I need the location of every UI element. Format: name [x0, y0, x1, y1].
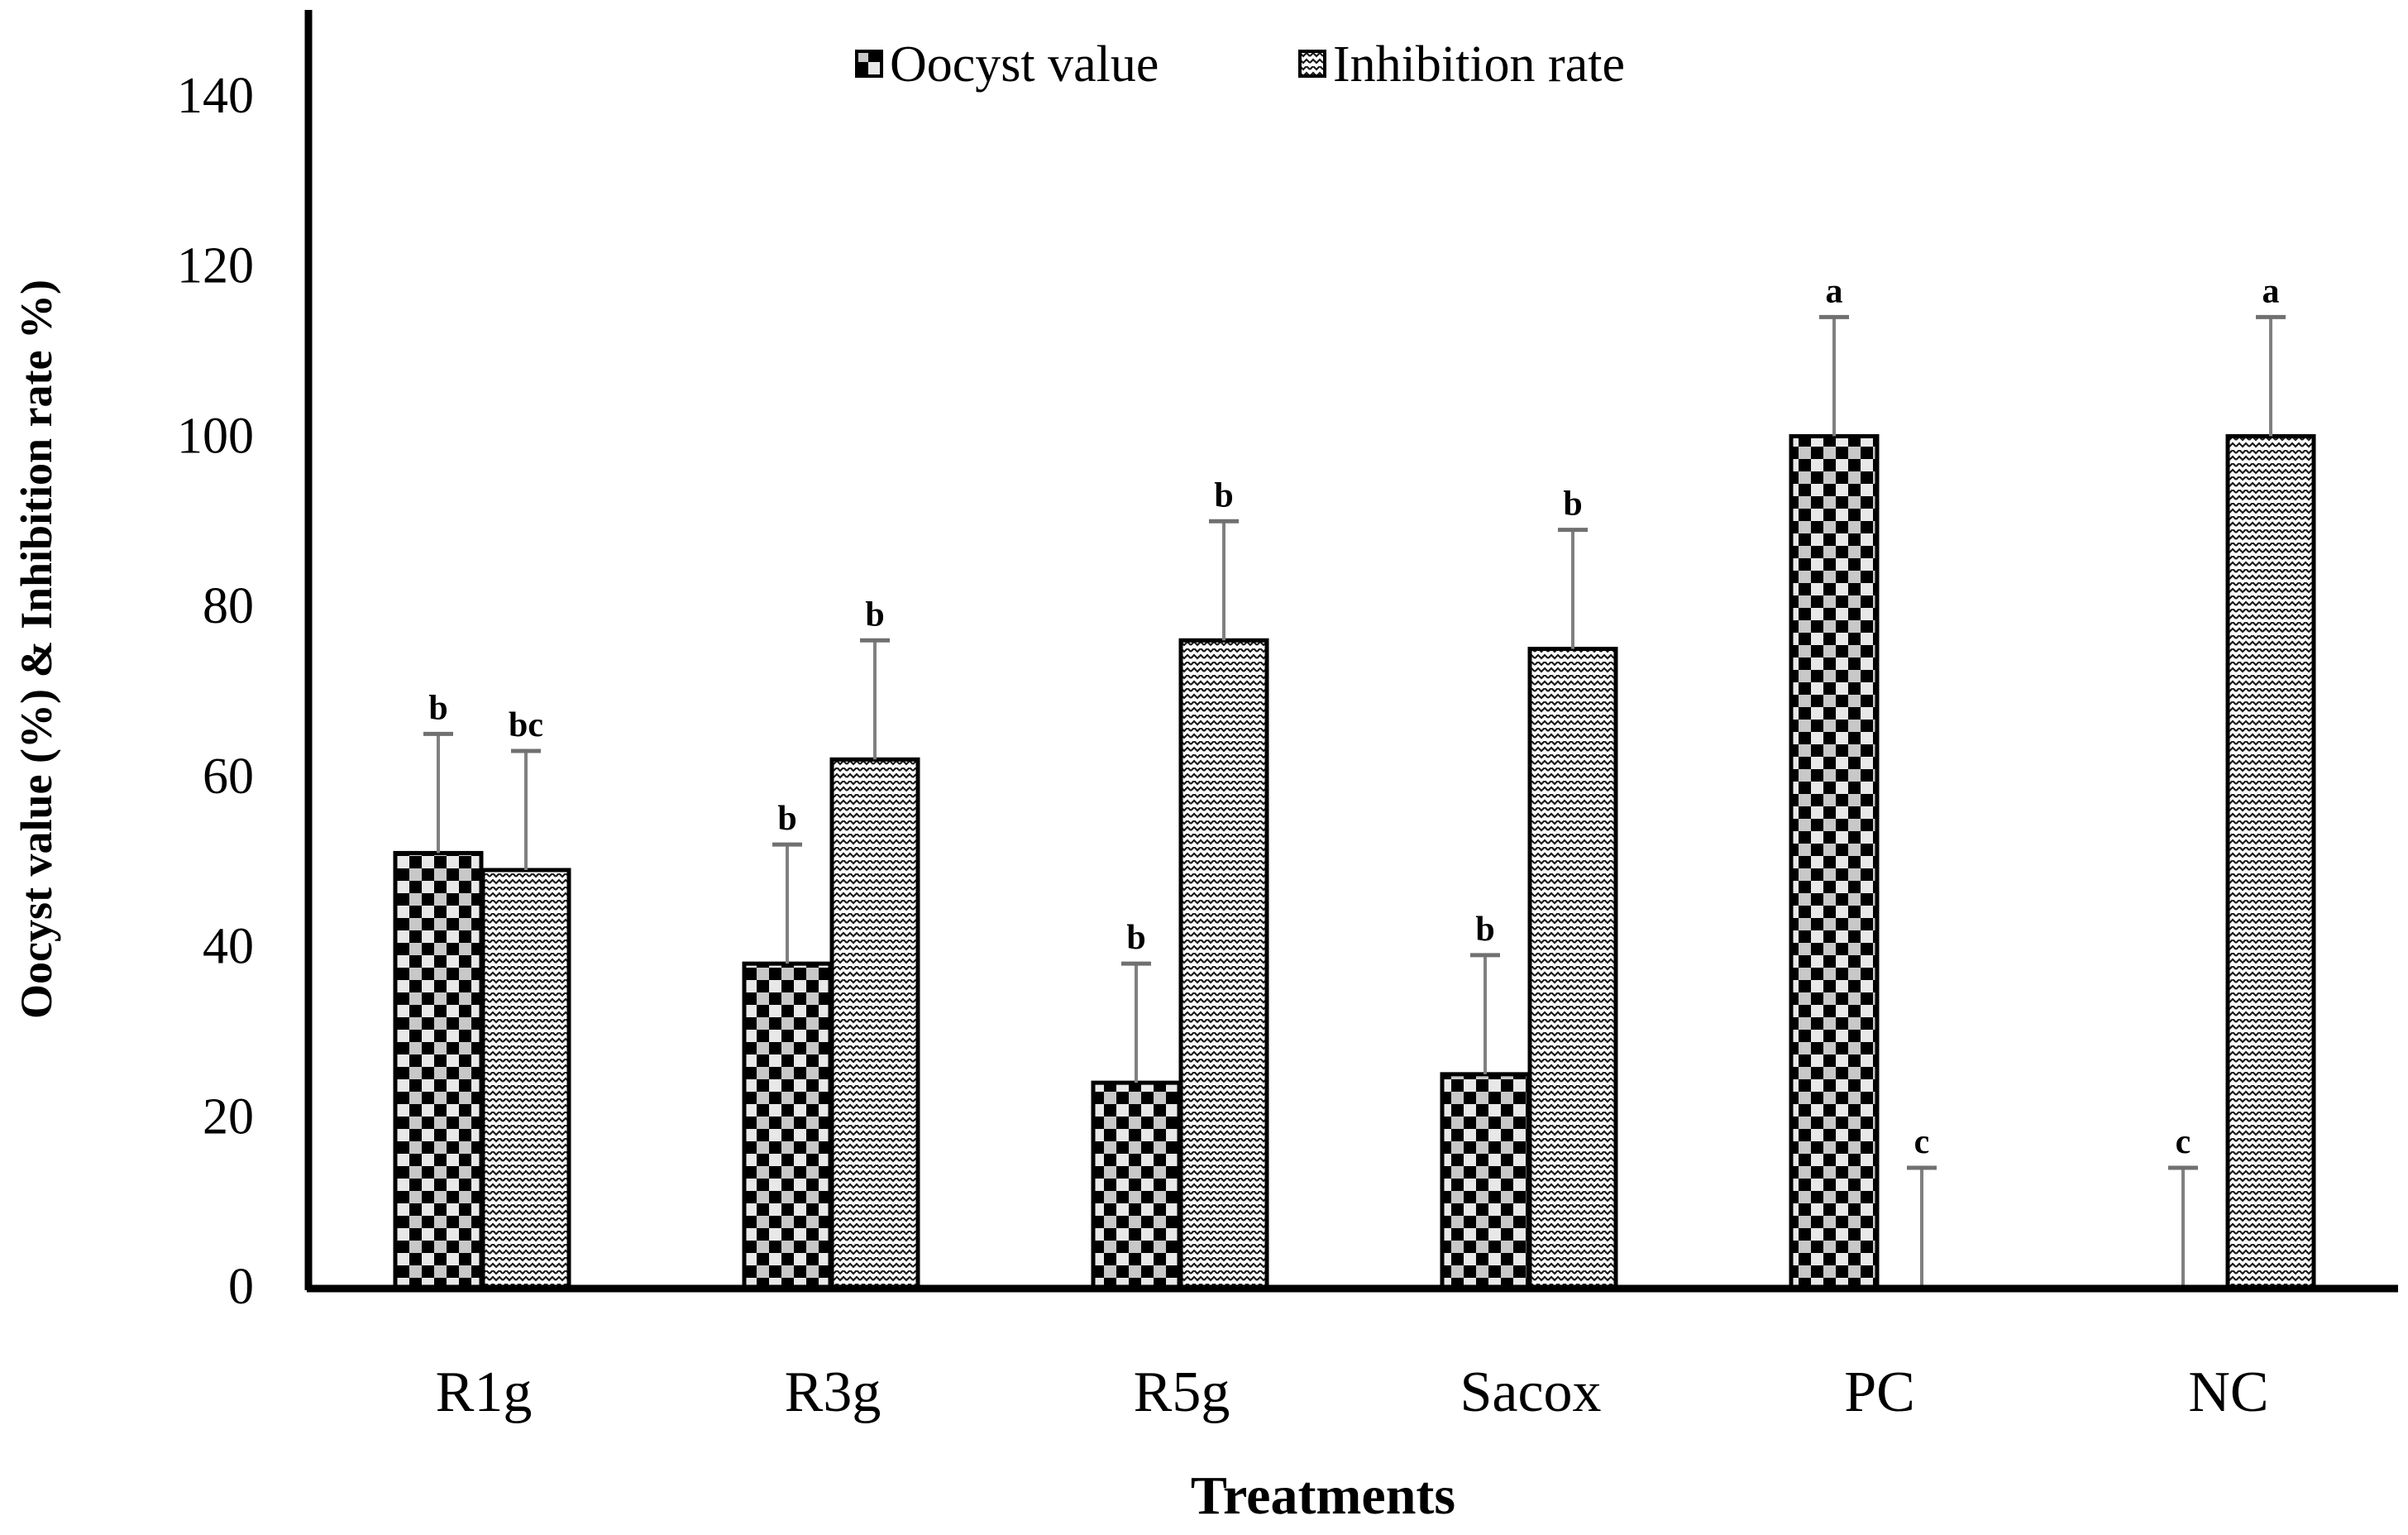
significance-letter: c	[2176, 1123, 2191, 1161]
significance-letter: a	[1826, 272, 1843, 310]
y-tick-label: 20	[203, 1088, 254, 1145]
y-tick-label: 120	[177, 238, 254, 294]
significance-letter: b	[1475, 911, 1494, 949]
bar-inhibition	[2225, 433, 2316, 1289]
significance-letter: bc	[509, 706, 543, 744]
significance-letter: b	[865, 595, 884, 634]
x-axis-title: Treatments	[1191, 1466, 1455, 1526]
legend-label-oocyst: Oocyst value	[890, 36, 1159, 93]
bar-oocyst	[1440, 1072, 1531, 1289]
legend: Oocyst value Inhibition rate	[855, 36, 1625, 93]
x-tick-label: PC	[1844, 1360, 1915, 1424]
y-axis-title: Oocyst value (%) & Inhibition rate %)	[12, 280, 61, 1019]
bar-inhibition	[1178, 638, 1269, 1289]
significance-letter: b	[777, 800, 796, 838]
significance-letter: b	[1126, 919, 1145, 957]
x-axis-ticks: R1g R3g R5g Sacox PC NC	[436, 1360, 2269, 1424]
y-tick-label: 40	[203, 919, 254, 975]
significance-letter: b	[1214, 476, 1233, 514]
y-tick-label: 140	[177, 68, 254, 124]
legend-label-inhibition: Inhibition rate	[1333, 36, 1625, 93]
x-tick-label: R3g	[785, 1360, 882, 1424]
bar-inhibition	[829, 757, 920, 1289]
y-tick-label: 0	[228, 1259, 254, 1315]
x-tick-label: R1g	[436, 1360, 533, 1424]
bar-inhibition	[480, 868, 571, 1289]
bar-oocyst	[1789, 433, 1880, 1289]
x-tick-label: R5g	[1134, 1360, 1230, 1424]
legend-swatch-oocyst	[855, 50, 883, 78]
bar-oocyst	[393, 850, 484, 1289]
bar-inhibition	[1527, 647, 1618, 1289]
x-tick-label: NC	[2188, 1360, 2268, 1424]
significance-letter: b	[428, 689, 447, 727]
x-tick-label: Sacox	[1460, 1360, 1601, 1424]
y-tick-label: 80	[203, 578, 254, 634]
significance-letter: b	[1563, 485, 1582, 524]
y-tick-label: 60	[203, 748, 254, 805]
bar-oocyst	[742, 961, 833, 1289]
legend-swatch-inhibition	[1298, 50, 1326, 78]
y-tick-label: 100	[177, 408, 254, 464]
significance-letter: a	[2262, 272, 2280, 310]
y-axis-ticks: 0 20 40 60 80 100 120 140	[177, 68, 254, 1315]
error-bars	[423, 314, 2286, 1287]
bar-oocyst	[1091, 1080, 1182, 1289]
bars	[393, 433, 2316, 1289]
significance-letter: c	[1914, 1123, 1930, 1161]
